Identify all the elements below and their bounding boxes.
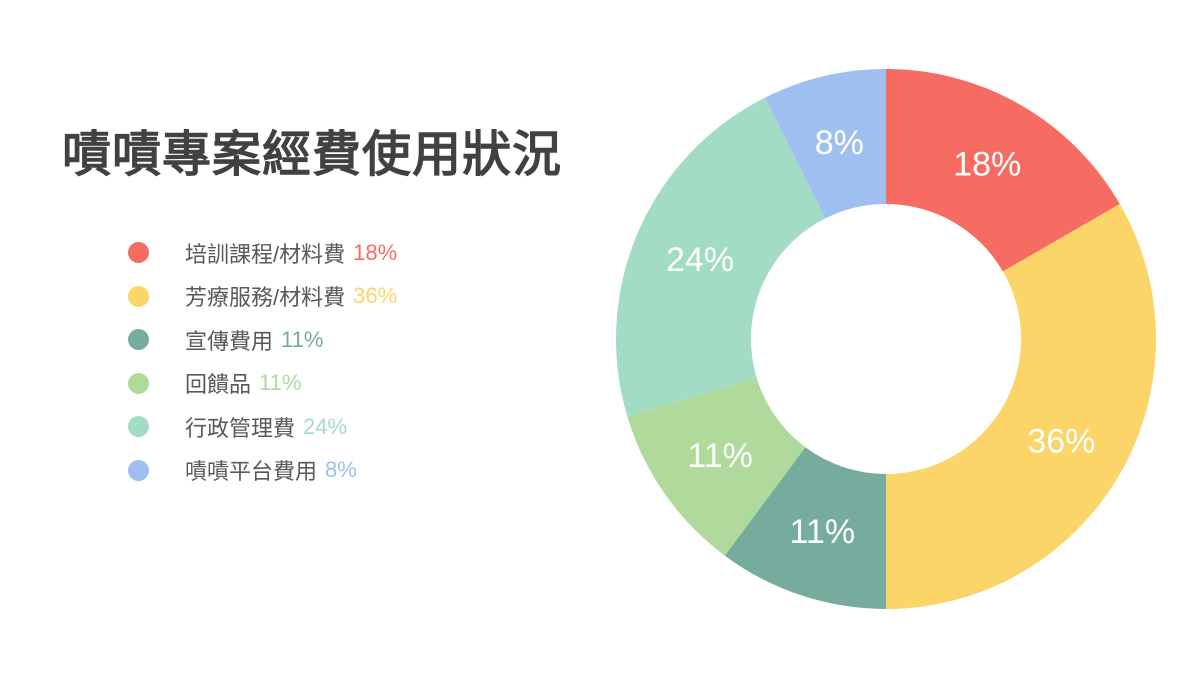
slice-percentage-label: 18% [953,146,1021,184]
legend-dot-icon [128,459,149,481]
donut-slice-5 [764,69,886,219]
legend-percentage: 8% [325,457,357,483]
legend: 培訓課程/材料費 18% 芳療服務/材料費 36% 宣傳費用 11% 回饋品 11% 行政管理費… [128,231,397,492]
donut-slice-0 [886,69,1120,272]
legend-dot-icon [128,242,149,264]
donut-slice-4 [615,97,826,417]
page-title: 嘖嘖專案經費使用狀況 [62,127,563,182]
legend-item-0: 培訓課程/材料費 18% [128,231,397,275]
slice-percentage-label: 24% [666,241,734,279]
legend-item-5: 嘖嘖平台費用 8% [128,449,397,493]
legend-item-4: 行政管理費 24% [128,405,397,449]
legend-dot-icon [128,416,149,438]
slice-percentage-label: 36% [1027,422,1095,460]
legend-label: 宣傳費用 [185,328,274,354]
donut-slice-2 [724,447,886,609]
legend-dot-icon [128,285,149,307]
legend-label: 嘖嘖平台費用 [185,459,318,485]
legend-label: 芳療服務/材料費 [185,285,346,311]
legend-label: 回饋品 [185,372,252,398]
legend-label: 培訓課程/材料費 [185,241,346,267]
donut-slice-1 [886,204,1157,609]
legend-item-3: 回饋品 11% [128,362,397,406]
donut-slice-3 [627,377,806,556]
legend-percentage: 11% [259,370,302,396]
slice-percentage-label: 8% [815,124,864,162]
legend-dot-icon [128,372,149,394]
legend-percentage: 36% [353,283,398,309]
slice-percentage-label: 11% [687,437,753,475]
legend-label: 行政管理費 [185,415,296,441]
legend-percentage: 11% [281,326,324,352]
legend-percentage: 24% [303,413,348,439]
legend-dot-icon [128,329,149,351]
donut-chart: 18% 36% 11% 11% 24% 8% [615,69,1157,609]
legend-item-2: 宣傳費用 11% [128,318,397,362]
legend-item-1: 芳療服務/材料費 36% [128,275,397,319]
legend-percentage: 18% [353,239,398,265]
slice-percentage-label: 11% [790,513,856,551]
